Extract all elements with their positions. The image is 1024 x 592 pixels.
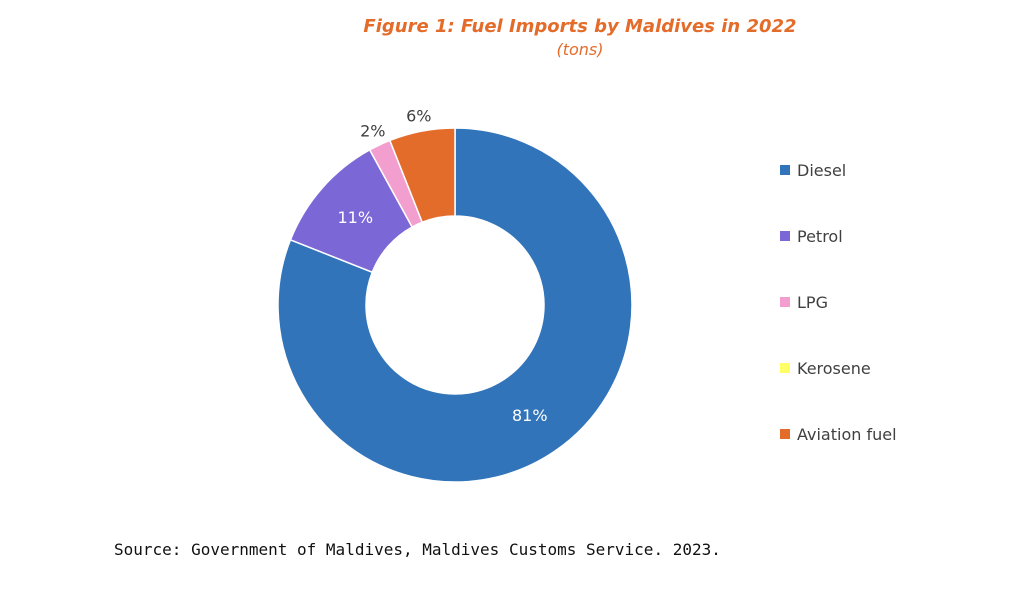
legend-item-petrol: Petrol [780,226,843,246]
data-label-aviation-fuel: 6% [406,106,431,125]
slice-diesel [277,127,633,483]
legend-item-lpg: LPG [780,292,828,312]
legend-swatch-kerosene [780,363,790,373]
chart-subtitle: (tons) [556,40,604,59]
legend-label-aviation-fuel: Aviation fuel [797,424,897,444]
legend-item-diesel: Diesel [780,160,846,180]
legend-swatch-diesel [780,165,790,175]
legend-swatch-lpg [780,297,790,307]
data-label-lpg: 2% [360,121,385,140]
data-label-petrol: 11% [337,208,373,227]
legend-item-aviation-fuel: Aviation fuel [780,424,897,444]
legend-item-kerosene: Kerosene [780,358,871,378]
legend-swatch-aviation-fuel [780,429,790,439]
chart-title: Figure 1: Fuel Imports by Maldives in 20… [363,16,797,37]
slice-aviation-fuel [388,127,456,224]
data-label-diesel: 81% [512,406,548,425]
source-note: Source: Government of Maldives, Maldives… [114,540,721,559]
legend-label-lpg: LPG [797,292,828,312]
legend-label-petrol: Petrol [797,226,843,246]
legend-swatch-petrol [780,231,790,241]
legend-label-diesel: Diesel [797,160,847,180]
legend-label-kerosene: Kerosene [797,358,871,378]
